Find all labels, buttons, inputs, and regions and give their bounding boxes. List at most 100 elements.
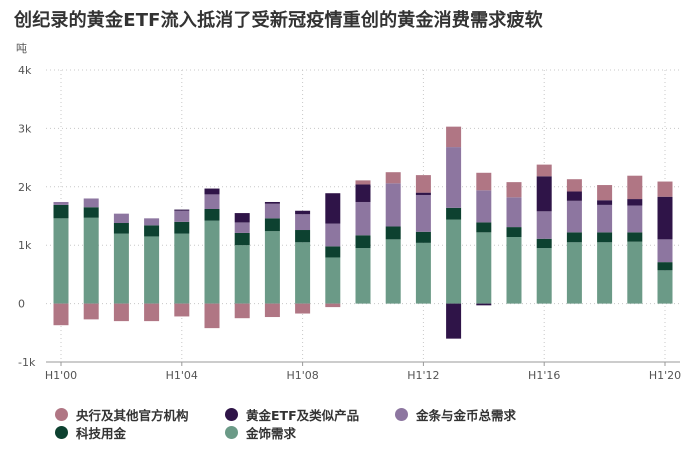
- bar-segment: [144, 225, 160, 237]
- y-tick-label: 4k: [18, 64, 32, 77]
- bar-segment: [506, 182, 522, 198]
- legend-label-jewellery: 金饰需求: [246, 426, 297, 441]
- legend-item-etf: 黄金ETF及类似产品: [225, 405, 359, 424]
- bar-segment: [325, 223, 341, 247]
- bar-segment: [476, 303, 492, 306]
- bar-segment: [174, 303, 190, 317]
- bar-segment: [113, 233, 129, 304]
- bar-segment: [566, 242, 582, 304]
- bar-segment: [295, 230, 311, 243]
- legend-item-central-banks: 央行及其他官方机构: [55, 405, 189, 424]
- bar-segment: [204, 188, 220, 195]
- bar-segment: [627, 205, 643, 233]
- bar-segment: [83, 207, 99, 218]
- bar-segment: [657, 270, 673, 304]
- bar-segment: [113, 303, 129, 322]
- bar-segment: [264, 203, 280, 219]
- bar-segment: [295, 303, 311, 314]
- bar-segment: [295, 210, 311, 215]
- bar-segment: [355, 180, 371, 185]
- bar-segment: [566, 179, 582, 192]
- bar-segment: [53, 218, 69, 304]
- bar-segment: [234, 245, 250, 304]
- bar-segment: [657, 239, 673, 263]
- bar-segment: [476, 172, 492, 191]
- bar-segment: [53, 204, 69, 219]
- bar-segment: [83, 217, 99, 304]
- bar-segment: [144, 236, 160, 304]
- bar-segment: [597, 200, 613, 205]
- bar-segment: [597, 242, 613, 304]
- x-tick-label: H1'12: [407, 369, 439, 382]
- bar-segment: [204, 194, 220, 209]
- bar-segment: [355, 235, 371, 249]
- bar-segment: [355, 201, 371, 236]
- y-tick-label: 2k: [18, 181, 32, 194]
- bar-segment: [325, 303, 341, 308]
- y-tick-label: 0: [18, 298, 25, 311]
- bar-segment: [234, 303, 250, 319]
- bar-segment: [657, 262, 673, 271]
- legend-swatch-etf: [225, 408, 238, 421]
- bar-segment: [446, 147, 462, 208]
- bar-segment: [295, 214, 311, 231]
- bar-segment: [234, 222, 250, 233]
- bar-segment: [627, 241, 643, 304]
- x-tick-label: H1'00: [45, 369, 77, 382]
- bar-segment: [446, 303, 462, 339]
- bar-segment: [83, 198, 99, 208]
- bar-segment: [204, 220, 220, 304]
- bar-segment: [566, 191, 582, 201]
- bar-segment: [415, 242, 431, 304]
- legend-label-etf: 黄金ETF及类似产品: [246, 408, 360, 423]
- legend-label-technology: 科技用金: [76, 426, 127, 441]
- bar-segment: [536, 176, 552, 212]
- bar-segment: [204, 208, 220, 221]
- bar-segment: [446, 126, 462, 148]
- bar-segment: [264, 218, 280, 232]
- legend-swatch-jewellery: [225, 426, 238, 439]
- bar-segment: [234, 232, 250, 246]
- bar-segment: [566, 200, 582, 233]
- bar-segment: [264, 201, 280, 204]
- bar-segment: [264, 231, 280, 304]
- bar-segment: [627, 232, 643, 242]
- bar-segment: [355, 184, 371, 202]
- legend-label-bar-coin: 金条与金币总需求: [416, 408, 517, 423]
- y-tick-label: -1k: [18, 356, 36, 369]
- bar-segment: [53, 303, 69, 326]
- bar-segment: [385, 172, 401, 184]
- legend-item-bar-coin: 金条与金币总需求: [395, 405, 516, 424]
- bar-segment: [566, 232, 582, 243]
- chart-title: 创纪录的黄金ETF流入抵消了受新冠疫情重创的黄金消费需求疲软: [14, 10, 543, 31]
- bar-segment: [325, 257, 341, 304]
- bar-segment: [174, 209, 190, 211]
- bar-segment: [657, 181, 673, 197]
- bar-segment: [174, 221, 190, 234]
- x-tick-label: H1'08: [286, 369, 318, 382]
- bar-segment: [597, 232, 613, 243]
- bar-segment: [83, 303, 99, 320]
- bar-segment: [113, 223, 129, 234]
- bar-segment: [476, 222, 492, 233]
- bar-segment: [415, 231, 431, 243]
- bar-segment: [385, 226, 401, 240]
- bar-segment: [506, 237, 522, 304]
- x-tick-label: H1'20: [649, 369, 681, 382]
- legend-swatch-central-banks: [55, 408, 68, 421]
- bar-segment: [385, 183, 401, 227]
- bar-segment: [174, 233, 190, 304]
- y-tick-label: 1k: [18, 239, 32, 252]
- bar-segment: [506, 197, 522, 228]
- bar-segment: [415, 175, 431, 193]
- bar-segment: [657, 196, 673, 240]
- bar-segment: [355, 248, 371, 304]
- bar-segment: [476, 232, 492, 304]
- legend-label-central-banks: 央行及其他官方机构: [76, 408, 189, 423]
- bar-segment: [415, 194, 431, 232]
- x-tick-label: H1'16: [528, 369, 560, 382]
- bar-segment: [295, 242, 311, 304]
- bar-segment: [144, 303, 160, 322]
- bar-segment: [446, 207, 462, 220]
- x-tick-label: H1'04: [166, 369, 198, 382]
